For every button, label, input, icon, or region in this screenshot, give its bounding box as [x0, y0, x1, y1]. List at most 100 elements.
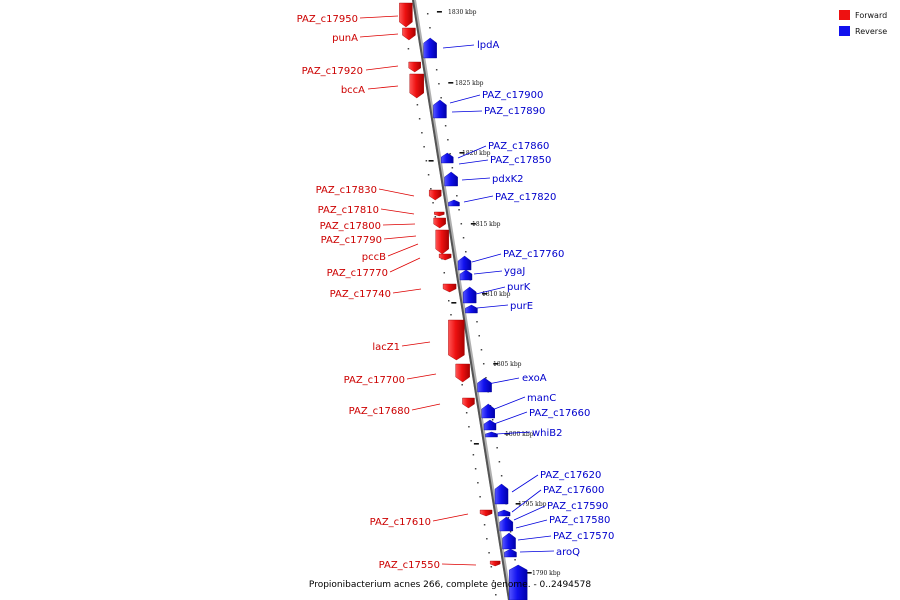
- leader-line: [473, 270, 503, 275]
- position-dot: [444, 125, 447, 127]
- gene-label-reverse[interactable]: PAZ_c17580: [549, 515, 610, 526]
- gene-label-reverse[interactable]: PAZ_c17660: [529, 408, 590, 419]
- reverse-gene-arrow[interactable]: [502, 532, 516, 550]
- position-dot: [434, 216, 437, 218]
- forward-gene-arrow[interactable]: [434, 211, 445, 217]
- position-dot: [423, 146, 425, 148]
- position-dot: [443, 272, 446, 274]
- position-dot: [435, 69, 438, 71]
- reverse-gene-arrow[interactable]: [457, 255, 472, 271]
- leader-line: [401, 341, 431, 347]
- forward-gene-arrow[interactable]: [435, 229, 449, 255]
- leader-line: [475, 286, 506, 295]
- gene-label-forward[interactable]: PAZ_c17550: [379, 560, 440, 571]
- reverse-gene-arrow[interactable]: [477, 377, 492, 393]
- forward-gene-arrow[interactable]: [489, 560, 501, 567]
- reverse-gene-arrow[interactable]: [433, 99, 447, 119]
- reverse-gene-arrow[interactable]: [423, 37, 437, 59]
- gene-label-reverse[interactable]: purE: [510, 301, 533, 312]
- reverse-gene-labels: lpdA PAZ_c17900 PAZ_c17890 PAZ_c17860 PA…: [477, 40, 614, 558]
- reverse-gene-arrow[interactable]: [497, 509, 511, 517]
- forward-gene-arrow[interactable]: [455, 363, 470, 383]
- gene-label-forward[interactable]: PAZ_c17810: [318, 205, 379, 216]
- position-dot: [451, 167, 454, 169]
- reverse-gene-arrow[interactable]: [499, 516, 514, 532]
- legend-label-forward: Forward: [855, 11, 887, 20]
- gene-label-reverse[interactable]: manC: [527, 393, 556, 404]
- gene-label-reverse[interactable]: PAZ_c17860: [488, 141, 549, 152]
- gene-label-forward[interactable]: PAZ_c17800: [320, 221, 381, 232]
- reverse-gene-arrow[interactable]: [465, 304, 478, 314]
- gene-label-reverse[interactable]: pdxK2: [492, 174, 524, 185]
- gene-label-reverse[interactable]: lpdA: [477, 40, 499, 51]
- label-leaders: [359, 15, 555, 566]
- position-dot: [447, 139, 449, 141]
- gene-label-reverse[interactable]: PAZ_c17820: [495, 192, 556, 203]
- forward-gene-arrow[interactable]: [399, 2, 413, 28]
- gene-label-reverse[interactable]: aroQ: [556, 547, 580, 558]
- gene-label-reverse[interactable]: PAZ_c17900: [482, 90, 543, 101]
- gene-label-reverse[interactable]: whiB2: [532, 428, 563, 439]
- forward-gene-arrow[interactable]: [442, 283, 457, 293]
- gene-label-reverse[interactable]: PAZ_c17890: [484, 106, 545, 117]
- position-dot: [477, 482, 479, 484]
- leader-line: [519, 550, 555, 553]
- reverse-gene-arrow[interactable]: [463, 286, 477, 304]
- leader-line: [432, 513, 469, 522]
- forward-gene-arrow[interactable]: [462, 397, 475, 409]
- tick-mark: [515, 503, 521, 505]
- forward-gene-arrow[interactable]: [429, 189, 442, 201]
- gene-label-forward[interactable]: PAZ_c17950: [297, 14, 358, 25]
- gene-label-forward[interactable]: lacZ1: [372, 342, 400, 353]
- gene-label-forward[interactable]: PAZ_c17830: [316, 185, 377, 196]
- position-dot: [465, 251, 467, 253]
- tick-mark: [436, 11, 442, 13]
- tick-mark: [504, 433, 510, 435]
- gene-label-forward[interactable]: PAZ_c17920: [302, 66, 363, 77]
- gene-label-reverse[interactable]: PAZ_c17570: [553, 531, 614, 542]
- forward-gene-arrow[interactable]: [448, 319, 465, 361]
- forward-gene-labels: PAZ_c17950 punA PAZ_c17920 bccA PAZ_c178…: [297, 14, 440, 571]
- gene-label-reverse[interactable]: ygaJ: [504, 266, 525, 277]
- gene-label-forward[interactable]: PAZ_c17700: [344, 375, 405, 386]
- reverse-gene-arrow[interactable]: [494, 483, 509, 505]
- gene-label-reverse[interactable]: PAZ_c17590: [547, 501, 608, 512]
- position-dot: [470, 440, 472, 442]
- gene-label-reverse[interactable]: PAZ_c17620: [540, 470, 601, 481]
- genome-backbone: [412, 0, 510, 600]
- reverse-gene-arrow[interactable]: [448, 199, 460, 207]
- gene-label-reverse[interactable]: purK: [507, 282, 531, 293]
- gene-label-forward[interactable]: PAZ_c17740: [330, 289, 391, 300]
- reverse-gene-arrow[interactable]: [504, 548, 517, 558]
- position-dot: [476, 321, 478, 323]
- leader-line: [449, 94, 481, 104]
- position-dot: [461, 384, 463, 386]
- forward-gene-arrow[interactable]: [433, 217, 446, 229]
- forward-gene-arrow[interactable]: [402, 27, 416, 41]
- gene-label-forward[interactable]: pccB: [362, 252, 386, 263]
- gene-label-reverse[interactable]: PAZ_c17600: [543, 485, 604, 496]
- gene-label-reverse[interactable]: exoA: [522, 373, 547, 384]
- gene-label-forward[interactable]: bccA: [341, 85, 365, 96]
- forward-gene-arrow[interactable]: [479, 509, 493, 517]
- reverse-gene-arrow[interactable]: [441, 152, 454, 164]
- reverse-gene-arrow[interactable]: [483, 419, 497, 431]
- reverse-gene-arrow[interactable]: [459, 269, 473, 281]
- forward-gene-arrow[interactable]: [408, 61, 421, 73]
- forward-gene-arrow[interactable]: [438, 253, 452, 261]
- gene-label-reverse[interactable]: PAZ_c17850: [490, 155, 551, 166]
- gene-label-forward[interactable]: PAZ_c17680: [349, 406, 410, 417]
- reverse-gene-arrow[interactable]: [444, 171, 458, 187]
- forward-gene-arrow[interactable]: [409, 73, 424, 99]
- reverse-gene-arrow[interactable]: [481, 403, 495, 419]
- gene-label-forward[interactable]: PAZ_c17790: [321, 235, 382, 246]
- reverse-gene-arrow[interactable]: [509, 564, 528, 600]
- gene-label-reverse[interactable]: PAZ_c17760: [503, 249, 564, 260]
- position-dot: [450, 314, 452, 316]
- gene-label-forward[interactable]: PAZ_c17770: [327, 268, 388, 279]
- reverse-gene-arrow[interactable]: [485, 431, 498, 438]
- gene-label-forward[interactable]: punA: [332, 33, 358, 44]
- gene-label-forward[interactable]: PAZ_c17610: [370, 517, 431, 528]
- position-dot: [468, 426, 470, 428]
